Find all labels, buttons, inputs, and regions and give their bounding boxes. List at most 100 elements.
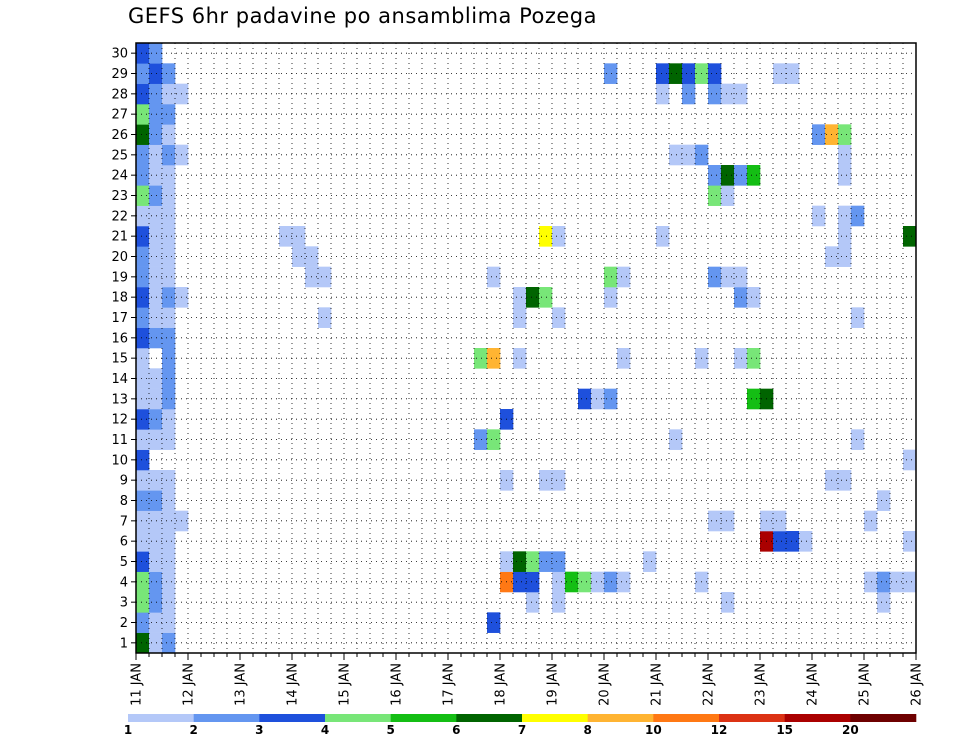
heatmap-cell — [318, 307, 332, 328]
heatmap-cell — [877, 490, 891, 511]
y-tick-label: 19 — [111, 270, 128, 285]
y-tick-label: 8 — [120, 494, 128, 509]
heatmap-cell — [162, 185, 176, 206]
x-tick-label: 21 JAN — [650, 663, 665, 706]
x-tick-label: 15 JAN — [338, 663, 353, 706]
heatmap-cell — [149, 124, 163, 145]
y-tick-label: 17 — [111, 311, 128, 326]
heatmap-cell — [539, 226, 553, 247]
y-tick-label: 29 — [111, 67, 128, 82]
heatmap-cell — [903, 449, 917, 471]
heatmap-cell — [136, 43, 150, 64]
heatmap-cell — [812, 205, 826, 227]
heatmap-cell — [838, 124, 852, 145]
x-tick-label: 12 JAN — [182, 663, 197, 706]
legend-swatch — [456, 714, 523, 722]
x-tick-label: 23 JAN — [754, 663, 769, 706]
heatmap-cell — [149, 246, 163, 267]
x-tick-label: 16 JAN — [390, 663, 405, 706]
heatmap-cell — [292, 226, 306, 247]
heatmap-cell — [669, 144, 683, 166]
y-tick-label: 14 — [111, 372, 128, 387]
heatmap-cell — [838, 226, 852, 247]
heatmap-cell — [617, 266, 631, 288]
heatmap-cell — [149, 165, 163, 186]
legend-label: 2 — [189, 723, 197, 737]
x-tick-label: 20 JAN — [598, 663, 613, 706]
legend-label: 3 — [255, 723, 263, 737]
y-tick-label: 22 — [111, 209, 128, 224]
heatmap-cell — [149, 327, 163, 349]
y-tick-label: 27 — [111, 108, 128, 123]
heatmap-cell — [149, 592, 163, 613]
heatmap-cell — [149, 205, 163, 227]
heatmap-cell — [617, 348, 631, 369]
heatmap-cell — [162, 348, 176, 369]
heatmap-cell — [136, 531, 150, 552]
x-tick-label: 17 JAN — [442, 663, 457, 706]
heatmap-cell — [474, 348, 488, 369]
heatmap-cell — [526, 287, 540, 308]
heatmap-cell — [864, 510, 878, 532]
heatmap-cell — [162, 470, 176, 491]
heatmap-cell — [136, 409, 150, 430]
heatmap-cell — [136, 185, 150, 206]
x-tick-label: 18 JAN — [494, 663, 509, 706]
heatmap-cell — [838, 144, 852, 166]
heatmap-cell — [773, 531, 787, 552]
heatmap-cell — [162, 165, 176, 186]
heatmap-cell — [162, 287, 176, 308]
heatmap-cell — [136, 449, 150, 471]
heatmap-cell — [149, 43, 163, 64]
heatmap-cell — [708, 165, 722, 186]
heatmap-cell — [721, 266, 735, 288]
heatmap-cell — [136, 348, 150, 369]
y-tick-label: 15 — [111, 352, 128, 367]
y-tick-label: 20 — [111, 250, 128, 265]
legend-swatch — [259, 714, 326, 722]
heatmap-cell — [136, 429, 150, 450]
legend-swatch — [719, 714, 785, 722]
heatmap-cell — [552, 470, 566, 491]
heatmap-cell — [162, 490, 176, 511]
heatmap-cell — [136, 388, 150, 410]
y-tick-label: 26 — [111, 128, 128, 143]
legend-label: 20 — [842, 723, 859, 737]
heatmap-cell — [149, 104, 163, 125]
heatmap-cell — [708, 83, 722, 105]
x-tick-label: 25 JAN — [858, 663, 873, 706]
heatmap-cell — [708, 185, 722, 206]
heatmap-cell — [734, 348, 748, 369]
heatmap-cell — [149, 368, 163, 389]
heatmap-cell — [552, 551, 566, 572]
heatmap-cell — [773, 63, 787, 84]
heatmap-cell — [838, 246, 852, 267]
heatmap-cell — [604, 388, 618, 410]
heatmap-cell — [539, 287, 553, 308]
legend-swatch — [522, 714, 588, 722]
heatmap-cell — [877, 592, 891, 613]
y-tick-label: 30 — [111, 47, 128, 62]
heatmap-cell — [682, 144, 696, 166]
chart-title: GEFS 6hr padavine po ansamblima Pozega — [128, 4, 598, 28]
heatmap-cell — [734, 287, 748, 308]
heatmap-cell — [903, 531, 917, 552]
y-tick-label: 2 — [120, 616, 128, 631]
heatmap-cell — [474, 429, 488, 450]
heatmap-cell — [526, 571, 540, 593]
heatmap-cell — [552, 571, 566, 593]
heatmap-cell — [136, 632, 150, 654]
heatmap-cell — [149, 531, 163, 552]
y-tick-label: 13 — [111, 392, 128, 407]
heatmap-cell — [773, 510, 787, 532]
heatmap-cell — [149, 632, 163, 654]
heatmap-cell — [149, 185, 163, 206]
heatmap-cell — [162, 104, 176, 125]
heatmap-cell — [539, 551, 553, 572]
heatmap-cell — [552, 226, 566, 247]
heatmap-cell — [149, 63, 163, 84]
y-tick-label: 12 — [111, 413, 128, 428]
heatmap-cell — [539, 470, 553, 491]
heatmap-cell — [617, 571, 631, 593]
heatmap-cell — [513, 307, 527, 328]
